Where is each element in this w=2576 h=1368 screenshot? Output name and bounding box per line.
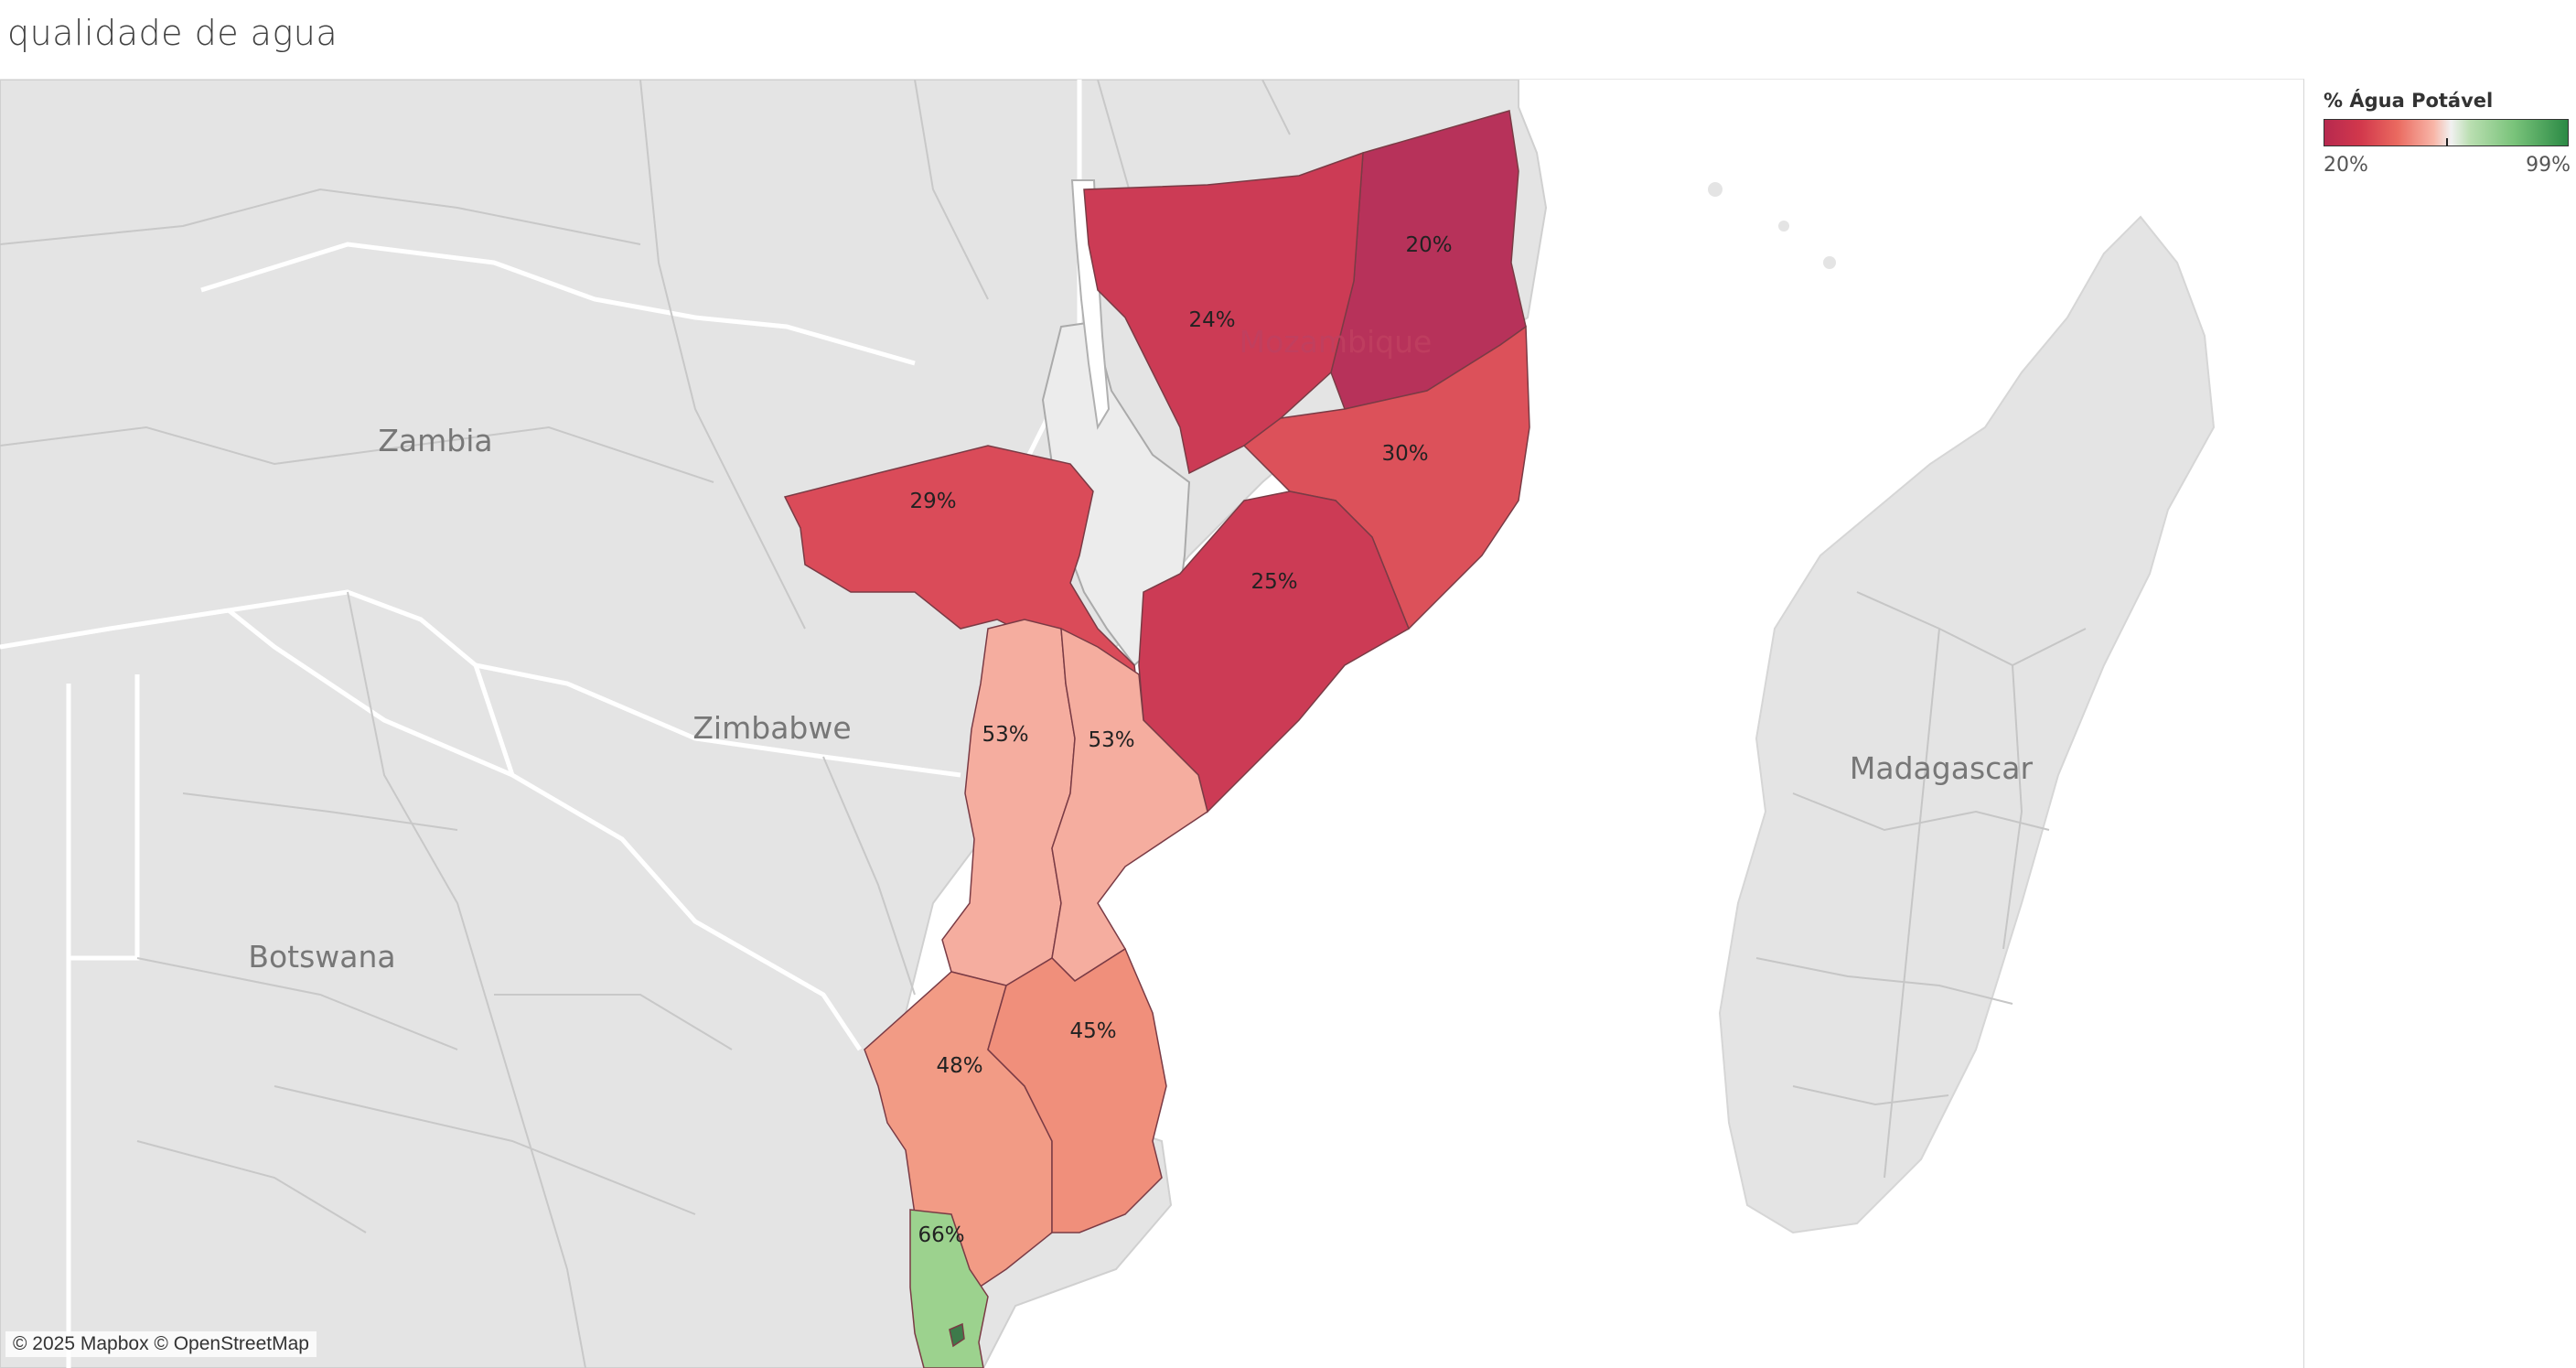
label-mozambique: Mozambique	[1240, 324, 1433, 360]
region-label: 45%	[1069, 1019, 1116, 1043]
label-madagascar: Madagascar	[1850, 750, 2034, 786]
island	[1823, 256, 1836, 269]
region-sofala[interactable]	[1051, 627, 1208, 982]
madagascar-landmass	[1718, 215, 2216, 1234]
map-attribution[interactable]: © 2025 Mapbox © OpenStreetMap	[5, 1331, 317, 1357]
region-label: 25%	[1250, 570, 1297, 594]
region-label: 53%	[982, 723, 1028, 747]
map-view[interactable]: Zambia Zimbabwe Botswana Mozambique Mada…	[0, 79, 2304, 1368]
region-inhambane[interactable]	[987, 947, 1167, 1233]
region-label: 53%	[1088, 728, 1134, 752]
legend-midpoint-tick	[2446, 138, 2448, 146]
legend-title: % Água Potável	[2324, 90, 2494, 112]
map-title: qualidade de agua	[7, 13, 338, 53]
region-label: 24%	[1188, 308, 1235, 332]
label-zambia: Zambia	[378, 423, 492, 458]
mozambique-provinces[interactable]	[783, 110, 1530, 1368]
legend-gradient	[2324, 119, 2569, 146]
region-label: 48%	[936, 1054, 982, 1078]
region-label: 66%	[918, 1223, 964, 1247]
region-maputo-city[interactable]	[949, 1322, 965, 1348]
region-label: 30%	[1381, 442, 1428, 466]
region-maputo[interactable]	[909, 1209, 989, 1368]
legend-min-label: 20%	[2324, 154, 2368, 177]
island	[1708, 182, 1723, 197]
region-label: 20%	[1405, 233, 1452, 257]
legend-max-label: 99%	[2526, 154, 2571, 177]
province-borders	[0, 80, 1291, 1368]
madagascar-borders	[1755, 591, 2087, 1179]
label-botswana: Botswana	[248, 939, 395, 975]
label-zimbabwe: Zimbabwe	[692, 710, 851, 746]
map-canvas[interactable]: Zambia Zimbabwe Botswana Mozambique Mada…	[0, 80, 2303, 1368]
color-legend: % Água Potável 20% 99%	[2324, 90, 2571, 177]
region-label: 29%	[909, 490, 956, 513]
island	[1778, 221, 1789, 232]
